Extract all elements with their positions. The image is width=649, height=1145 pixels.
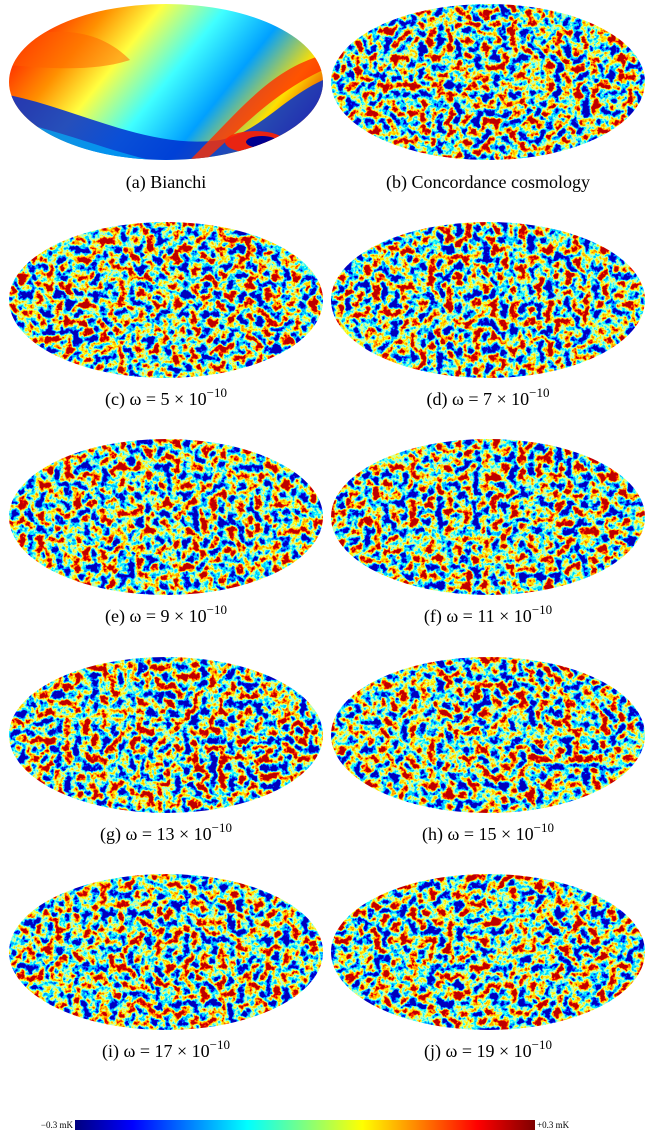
caption-exponent: −10 — [532, 1037, 552, 1052]
caption-label: (c) — [105, 389, 125, 410]
caption-math: ω = 5 × 10 — [129, 389, 206, 409]
caption: (c) ω = 5 × 10−10 — [105, 385, 227, 410]
caption-math: ω = 19 × 10 — [446, 1041, 532, 1061]
caption-math: ω = 11 × 10 — [446, 606, 531, 626]
caption-exponent: −10 — [210, 1037, 230, 1052]
caption-exponent: −10 — [529, 385, 549, 400]
caption-label: (g) — [100, 824, 121, 845]
caption: (e) ω = 9 × 10−10 — [105, 602, 227, 627]
caption-label: (j) — [424, 1041, 441, 1062]
sky-map — [331, 439, 645, 595]
caption-math: ω = 17 × 10 — [124, 1041, 210, 1061]
colorbar-max-label: +0.3 mK — [537, 1120, 570, 1130]
caption: (b) Concordance cosmology — [386, 172, 590, 193]
caption-label: (b) — [386, 172, 407, 193]
sky-map — [9, 657, 323, 813]
caption: (i) ω = 17 × 10−10 — [102, 1037, 230, 1062]
caption-label: (h) — [422, 824, 443, 845]
sky-map — [9, 439, 323, 595]
sky-map — [331, 4, 645, 160]
caption: (a) Bianchi — [126, 172, 206, 193]
caption-math: ω = 15 × 10 — [448, 824, 534, 844]
caption-label: (d) — [427, 389, 448, 410]
caption-exponent: −10 — [207, 385, 227, 400]
caption-label: (a) — [126, 172, 146, 193]
caption: (d) ω = 7 × 10−10 — [427, 385, 550, 410]
colorbar-min-label: −0.3 mK — [41, 1120, 74, 1130]
caption-text: Concordance cosmology — [412, 172, 590, 192]
caption-math: ω = 13 × 10 — [126, 824, 212, 844]
caption: (h) ω = 15 × 10−10 — [422, 820, 554, 845]
sky-map — [331, 874, 645, 1030]
caption: (j) ω = 19 × 10−10 — [424, 1037, 552, 1062]
colorbar — [75, 1120, 535, 1130]
caption-text: Bianchi — [150, 172, 206, 192]
caption-math: ω = 9 × 10 — [129, 606, 206, 626]
caption: (f) ω = 11 × 10−10 — [424, 602, 552, 627]
caption-exponent: −10 — [534, 820, 554, 835]
sky-map — [9, 874, 323, 1030]
caption-exponent: −10 — [212, 820, 232, 835]
sky-map — [331, 657, 645, 813]
caption-math: ω = 7 × 10 — [452, 389, 529, 409]
caption-label: (e) — [105, 606, 125, 627]
caption: (g) ω = 13 × 10−10 — [100, 820, 232, 845]
caption-exponent: −10 — [532, 602, 552, 617]
sky-map — [9, 222, 323, 378]
sky-map — [331, 222, 645, 378]
bianchi-map — [9, 4, 323, 160]
caption-exponent: −10 — [207, 602, 227, 617]
caption-label: (f) — [424, 606, 442, 627]
caption-label: (i) — [102, 1041, 119, 1062]
